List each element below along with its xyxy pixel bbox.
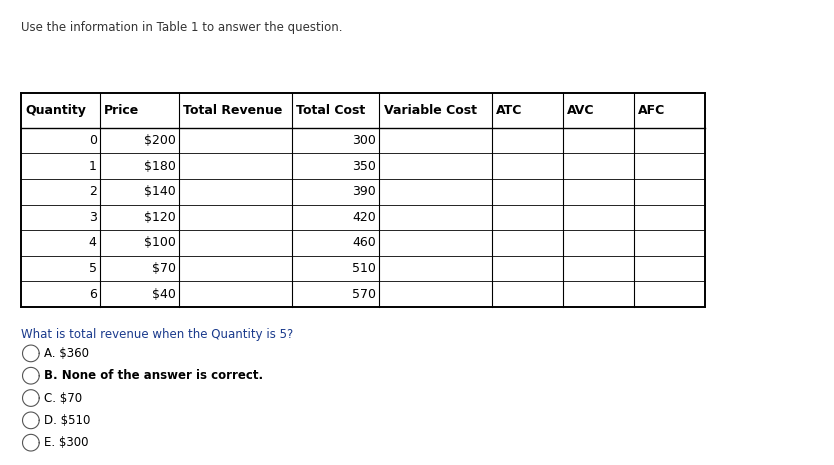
Text: 2: 2 xyxy=(89,186,97,198)
Text: $140: $140 xyxy=(144,186,176,198)
Text: 4: 4 xyxy=(89,237,97,249)
Text: 5: 5 xyxy=(88,262,97,275)
Text: $120: $120 xyxy=(144,211,176,224)
Text: Variable Cost: Variable Cost xyxy=(384,104,477,117)
Text: 420: 420 xyxy=(353,211,376,224)
Text: 570: 570 xyxy=(352,288,376,300)
Text: 350: 350 xyxy=(352,160,376,173)
Text: 390: 390 xyxy=(353,186,376,198)
Text: Price: Price xyxy=(104,104,139,117)
Text: Quantity: Quantity xyxy=(25,104,86,117)
Text: ATC: ATC xyxy=(496,104,523,117)
Text: Use the information in Table 1 to answer the question.: Use the information in Table 1 to answer… xyxy=(21,21,342,34)
Text: $70: $70 xyxy=(152,262,176,275)
Text: 3: 3 xyxy=(89,211,97,224)
Text: What is total revenue when the Quantity is 5?: What is total revenue when the Quantity … xyxy=(21,328,293,341)
Text: $40: $40 xyxy=(152,288,176,300)
Text: 0: 0 xyxy=(88,134,97,147)
Text: 460: 460 xyxy=(353,237,376,249)
Text: A. $360: A. $360 xyxy=(44,347,89,360)
Text: 1: 1 xyxy=(89,160,97,173)
Text: AVC: AVC xyxy=(567,104,595,117)
Text: $180: $180 xyxy=(144,160,176,173)
Text: D. $510: D. $510 xyxy=(44,414,91,427)
Text: 300: 300 xyxy=(352,134,376,147)
Text: E. $300: E. $300 xyxy=(44,436,88,449)
Text: B. None of the answer is correct.: B. None of the answer is correct. xyxy=(44,369,264,382)
Text: AFC: AFC xyxy=(638,104,666,117)
Text: 6: 6 xyxy=(89,288,97,300)
Text: $100: $100 xyxy=(144,237,176,249)
Text: C. $70: C. $70 xyxy=(44,392,83,405)
Text: 510: 510 xyxy=(352,262,376,275)
Text: $200: $200 xyxy=(144,134,176,147)
Text: Total Revenue: Total Revenue xyxy=(183,104,283,117)
Text: Total Cost: Total Cost xyxy=(296,104,365,117)
